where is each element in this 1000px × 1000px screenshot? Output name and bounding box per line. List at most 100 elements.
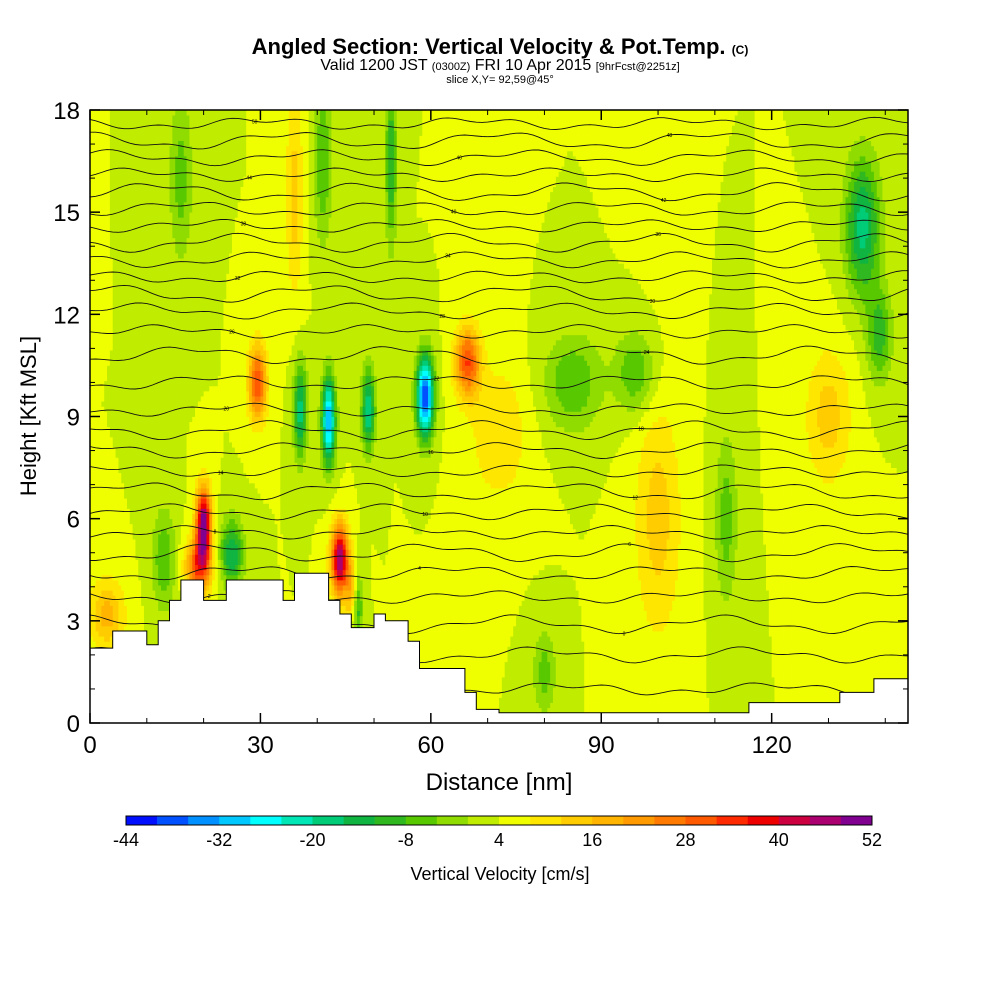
velocity-cell	[135, 360, 139, 366]
velocity-cell	[132, 472, 136, 479]
velocity-cell	[92, 401, 97, 407]
velocity-cell	[166, 299, 170, 305]
velocity-cell	[195, 166, 199, 172]
velocity-cell	[92, 253, 97, 259]
velocity-cell	[152, 416, 156, 423]
velocity-cell	[149, 176, 153, 182]
velocity-cell	[95, 488, 99, 494]
velocity-cell	[98, 569, 102, 576]
velocity-cell	[101, 513, 105, 520]
velocity-cell	[195, 539, 199, 545]
velocity-cell	[163, 528, 168, 535]
velocity-cell	[158, 564, 162, 571]
velocity-cell	[146, 207, 151, 213]
velocity-cell	[180, 436, 185, 443]
velocity-cell	[121, 447, 125, 453]
velocity-cell	[124, 610, 128, 617]
velocity-cell	[172, 585, 176, 591]
velocity-cell	[192, 227, 196, 233]
velocity-cell	[146, 115, 151, 121]
velocity-cell	[138, 212, 142, 218]
velocity-cell	[178, 166, 182, 172]
velocity-cell	[109, 329, 114, 336]
velocity-cell	[141, 436, 145, 443]
velocity-cell	[169, 186, 173, 193]
velocity-cell	[118, 355, 122, 361]
velocity-cell	[109, 299, 114, 305]
velocity-cell	[132, 488, 136, 494]
velocity-cell	[146, 344, 151, 351]
velocity-cell	[163, 610, 168, 617]
velocity-cell	[143, 488, 148, 494]
velocity-cell	[112, 585, 116, 591]
velocity-cell	[129, 539, 133, 545]
velocity-cell	[141, 125, 145, 131]
velocity-cell	[192, 344, 196, 351]
velocity-cell	[95, 503, 99, 509]
velocity-cell	[124, 253, 128, 259]
velocity-cell	[189, 324, 193, 331]
velocity-cell	[186, 390, 190, 397]
velocity-cell	[104, 207, 108, 213]
velocity-cell	[192, 482, 196, 489]
velocity-cell	[189, 304, 193, 310]
velocity-cell	[183, 232, 187, 239]
velocity-cell	[90, 498, 94, 504]
velocity-cell	[135, 442, 139, 448]
velocity-cell	[195, 304, 199, 310]
velocity-cell	[95, 125, 99, 131]
velocity-cell	[155, 110, 159, 116]
velocity-cell	[146, 273, 151, 279]
velocity-cell	[169, 222, 173, 228]
velocity-cell	[115, 472, 119, 479]
velocity-cell	[107, 457, 111, 463]
velocity-cell	[175, 452, 179, 458]
velocity-cell	[163, 222, 168, 228]
velocity-cell	[121, 242, 125, 249]
velocity-cell	[109, 625, 114, 632]
velocity-cell	[163, 544, 168, 550]
velocity-cell	[143, 212, 148, 218]
velocity-cell	[197, 171, 202, 177]
velocity-cell	[109, 288, 114, 295]
velocity-cell	[95, 615, 99, 622]
velocity-cell	[124, 222, 128, 228]
velocity-cell	[138, 350, 142, 356]
velocity-cell	[95, 355, 99, 361]
velocity-cell	[129, 155, 133, 162]
velocity-cell	[138, 304, 142, 310]
velocity-cell	[121, 130, 125, 136]
velocity-cell	[95, 569, 99, 576]
velocity-cell	[149, 222, 153, 228]
velocity-cell	[180, 380, 185, 387]
velocity-cell	[118, 263, 122, 269]
velocity-cell	[115, 380, 119, 387]
velocity-cell	[149, 120, 153, 126]
velocity-cell	[118, 120, 122, 126]
velocity-cell	[109, 488, 114, 494]
velocity-cell	[200, 258, 205, 264]
velocity-cell	[124, 625, 128, 632]
velocity-cell	[92, 365, 97, 371]
velocity-cell	[195, 273, 199, 279]
velocity-cell	[129, 513, 133, 520]
velocity-cell	[138, 457, 142, 463]
velocity-cell	[138, 125, 142, 131]
velocity-cell	[146, 258, 151, 264]
velocity-cell	[203, 380, 207, 387]
velocity-cell	[115, 171, 119, 177]
velocity-cell	[197, 329, 202, 336]
velocity-cell	[149, 549, 153, 555]
velocity-cell	[189, 396, 193, 402]
velocity-cell	[112, 355, 116, 361]
velocity-cell	[172, 579, 176, 586]
velocity-cell	[107, 569, 111, 576]
velocity-cell	[155, 258, 159, 264]
velocity-cell	[172, 125, 176, 131]
velocity-cell	[98, 222, 102, 228]
velocity-cell	[121, 155, 125, 162]
velocity-cell	[135, 574, 139, 581]
velocity-cell	[178, 339, 182, 346]
velocity-cell	[197, 299, 202, 305]
velocity-cell	[169, 314, 173, 320]
